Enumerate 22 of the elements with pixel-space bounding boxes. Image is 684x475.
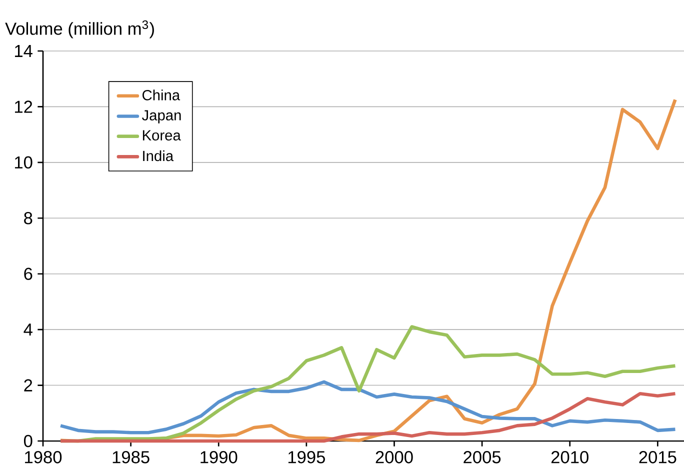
x-tick-label: 2015	[639, 451, 676, 464]
y-tick-label: 2	[24, 379, 32, 392]
y-tick-label: 8	[24, 212, 32, 224]
y-axis-title: Volume (million m$^{3}$)	[5, 20, 154, 38]
x-tick-label: 1985	[112, 451, 150, 464]
legend-label: Japan	[142, 110, 181, 124]
y-tick-label: 6	[24, 268, 32, 280]
x-tick-label: 2005	[464, 451, 501, 464]
x-tick-label: 1995	[288, 451, 325, 464]
x-tick-label: 2000	[376, 451, 413, 464]
y-tick-label: 10	[14, 156, 32, 169]
legend-label: India	[143, 150, 174, 162]
legend-label: China	[142, 90, 180, 100]
line-series	[58, 380, 677, 434]
x-tick-label: 1990	[200, 451, 238, 464]
x-tick-label: 1980	[25, 451, 62, 464]
legend-label: Korea	[142, 130, 181, 141]
y-tick-label: 14	[14, 45, 32, 57]
y-tick-label: 12	[14, 100, 32, 113]
x-tick-label: 2010	[551, 451, 588, 464]
y-tick-label: 0	[24, 434, 32, 448]
y-tick-label: 4	[24, 324, 32, 336]
